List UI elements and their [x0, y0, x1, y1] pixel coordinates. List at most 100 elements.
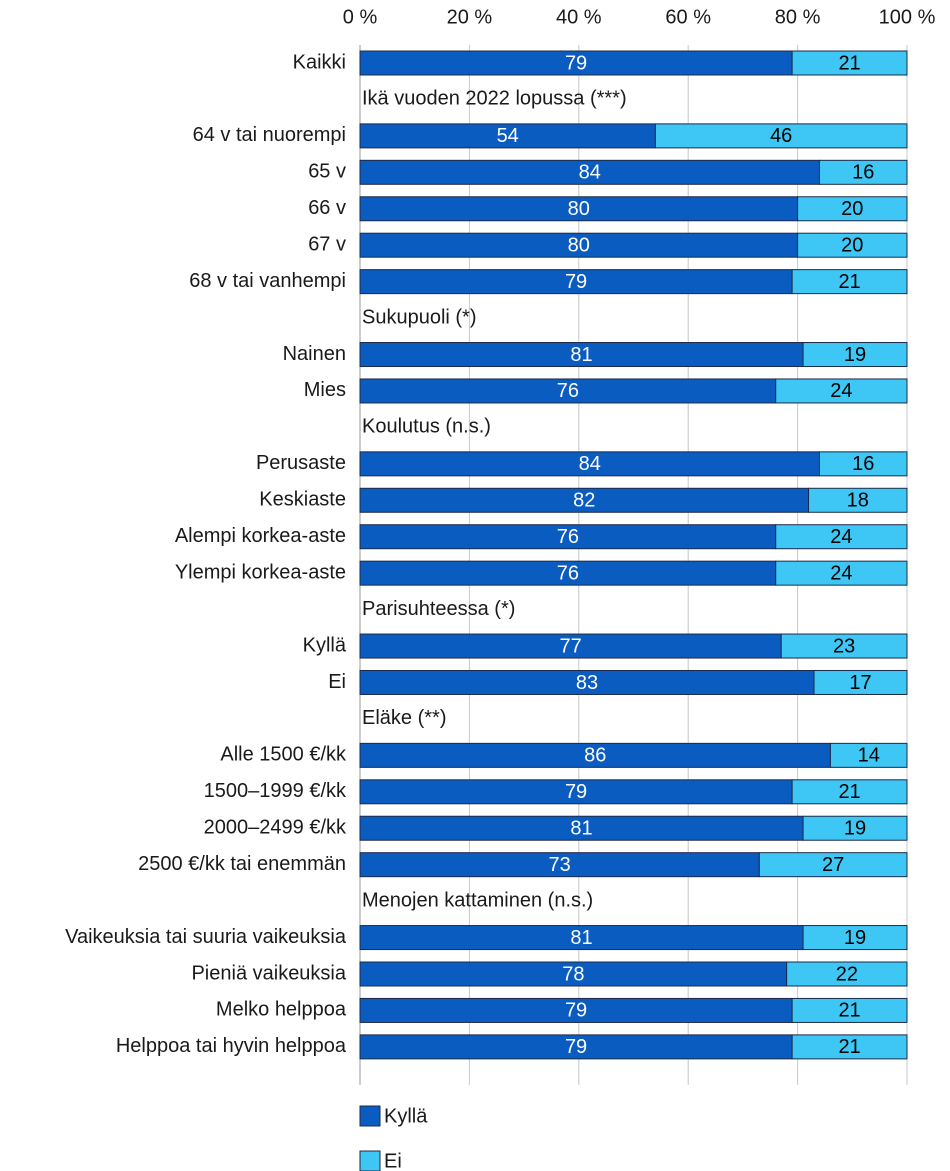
bar-segment — [359, 560, 777, 586]
value-label: 23 — [833, 635, 855, 657]
bar-segment — [359, 815, 804, 841]
value-label: 24 — [830, 562, 852, 584]
y-tick-label: Nainen — [283, 343, 346, 365]
bar-segment — [802, 342, 908, 368]
value-label: 80 — [568, 234, 590, 256]
value-label: 77 — [559, 635, 581, 657]
bar-segment — [808, 487, 908, 513]
bar-segment — [359, 50, 793, 76]
value-label: 76 — [557, 380, 579, 402]
group-header: Eläke (**) — [362, 707, 446, 729]
value-label: 86 — [584, 745, 606, 767]
y-tick-label: 64 v tai nuorempi — [193, 124, 346, 146]
y-tick-label: Perusaste — [256, 452, 346, 474]
y-tick-label: Ylempi korkea-aste — [175, 561, 346, 583]
value-label: 16 — [852, 453, 874, 475]
y-tick-label: 65 v — [308, 161, 346, 183]
value-label: 19 — [844, 344, 866, 366]
value-label: 81 — [570, 927, 592, 949]
x-tick-label: 100 % — [879, 6, 936, 28]
group-header: Menojen kattaminen (n.s.) — [362, 889, 593, 911]
bar-segment — [359, 232, 799, 258]
value-label: 22 — [836, 963, 858, 985]
bar-segment — [359, 487, 810, 513]
bar-segment — [791, 779, 908, 805]
bar-segment — [654, 123, 908, 149]
bar-segment — [359, 378, 777, 404]
value-label: 24 — [830, 526, 852, 548]
value-label: 79 — [565, 52, 587, 74]
y-tick-label: Mies — [304, 379, 346, 401]
bar-segment — [359, 451, 820, 477]
value-label: 81 — [570, 344, 592, 366]
bar-segment — [359, 633, 782, 659]
bar-segment — [359, 524, 777, 550]
y-tick-label: 66 v — [308, 197, 346, 219]
bar-segment — [797, 196, 908, 222]
value-label: 73 — [549, 854, 571, 876]
bar-segment — [359, 742, 831, 768]
value-label: 46 — [770, 125, 792, 147]
bar-segment — [775, 378, 908, 404]
value-label: 20 — [841, 234, 863, 256]
legend-swatch — [359, 1105, 381, 1127]
value-label: 79 — [565, 271, 587, 293]
bar-segment — [786, 961, 908, 987]
bar-segment — [791, 269, 908, 295]
bar-segment — [359, 123, 656, 149]
bar-segment — [359, 997, 793, 1023]
value-label: 76 — [557, 526, 579, 548]
y-tick-label: Pieniä vaikeuksia — [191, 962, 346, 984]
y-tick-label: 2000–2499 €/kk — [204, 817, 347, 839]
value-label: 78 — [562, 963, 584, 985]
bar-segment — [775, 524, 908, 550]
bar-segment — [359, 342, 804, 368]
x-tick-label: 60 % — [665, 6, 711, 28]
y-tick-label: 1500–1999 €/kk — [204, 780, 347, 802]
value-label: 81 — [570, 818, 592, 840]
y-tick-label: Vaikeuksia tai suuria vaikeuksia — [65, 926, 347, 948]
bar-segment — [359, 925, 804, 951]
bar-segment — [780, 633, 908, 659]
bar-segment — [359, 852, 760, 878]
bar-segment — [758, 852, 908, 878]
bar-segment — [802, 815, 908, 841]
value-label: 79 — [565, 1000, 587, 1022]
value-label: 21 — [838, 781, 860, 803]
y-tick-label: Kyllä — [303, 634, 347, 656]
y-tick-label: Alempi korkea-aste — [175, 525, 346, 547]
y-tick-label: Ei — [328, 671, 346, 693]
value-label: 19 — [844, 927, 866, 949]
value-label: 84 — [579, 162, 601, 184]
y-tick-label: 2500 €/kk tai enemmän — [138, 853, 346, 875]
value-label: 80 — [568, 198, 590, 220]
legend-label: Ei — [384, 1150, 402, 1171]
value-label: 27 — [822, 854, 844, 876]
value-label: 79 — [565, 1036, 587, 1058]
value-label: 19 — [844, 818, 866, 840]
y-tick-label: 67 v — [308, 233, 346, 255]
x-tick-label: 40 % — [556, 6, 602, 28]
bar-segment — [359, 961, 788, 987]
y-tick-label: Kaikki — [293, 51, 346, 73]
value-label: 24 — [830, 380, 852, 402]
value-label: 82 — [573, 490, 595, 512]
y-tick-label: 68 v tai vanhempi — [189, 270, 346, 292]
x-tick-label: 20 % — [447, 6, 493, 28]
value-label: 83 — [576, 672, 598, 694]
value-label: 21 — [838, 1036, 860, 1058]
bar-segment — [802, 925, 908, 951]
value-label: 84 — [579, 453, 601, 475]
group-header: Parisuhteessa (*) — [362, 598, 515, 620]
y-tick-label: Melko helppoa — [216, 999, 347, 1021]
legend-label: Kyllä — [384, 1105, 428, 1127]
legend-swatch — [359, 1150, 381, 1171]
bar-segment — [818, 159, 908, 185]
bar-segment — [791, 1034, 908, 1060]
group-header: Ikä vuoden 2022 lopussa (***) — [362, 88, 627, 110]
bar-segment — [359, 159, 820, 185]
bar-segment — [791, 997, 908, 1023]
group-header: Sukupuoli (*) — [362, 306, 477, 328]
bar-segment — [775, 560, 908, 586]
